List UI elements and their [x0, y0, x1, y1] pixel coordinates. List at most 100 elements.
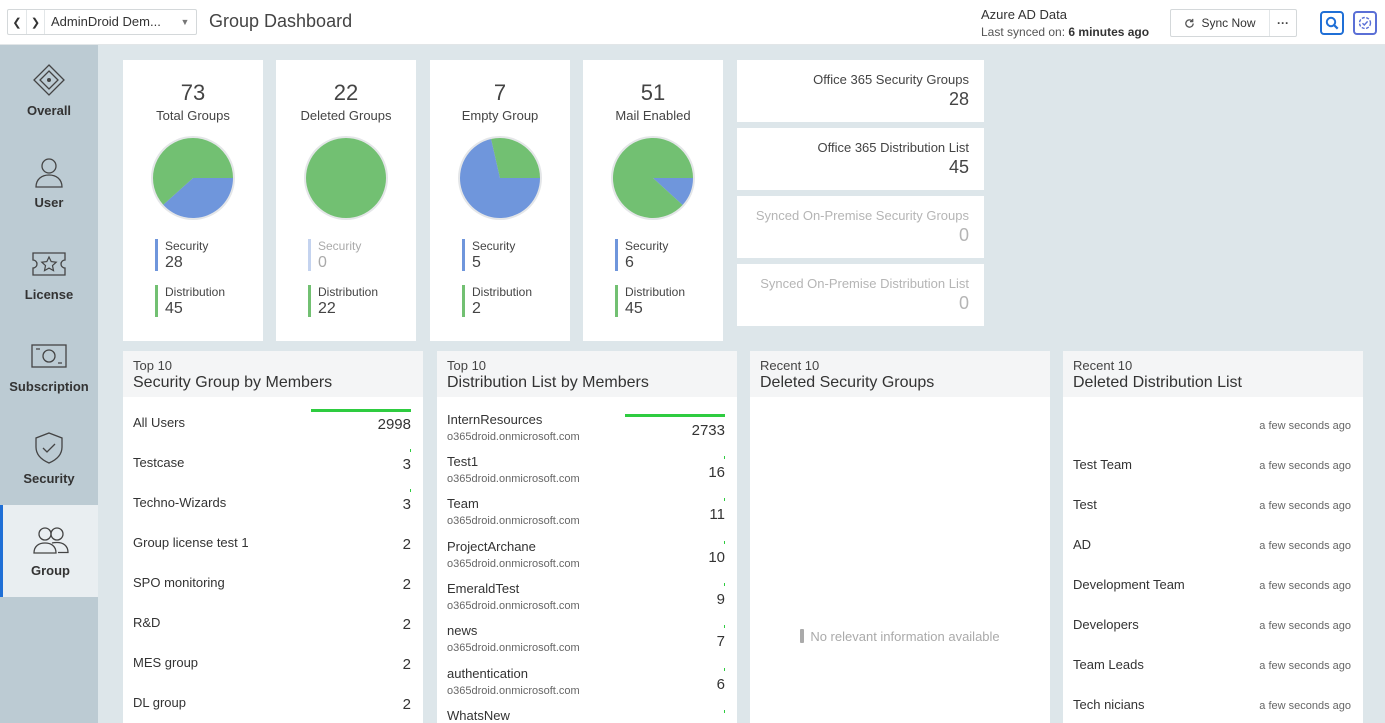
pie-chart[interactable]: [303, 135, 389, 221]
distribution-slice[interactable]: [491, 138, 540, 178]
group-name[interactable]: Team: [447, 496, 479, 511]
sync-now-button[interactable]: Sync Now: [1171, 10, 1270, 36]
list-item[interactable]: R&D 2: [133, 609, 411, 633]
security-slice[interactable]: [653, 178, 693, 205]
tenant-selector[interactable]: ❮ ❯ AdminDroid Dem... ▼: [7, 9, 197, 35]
group-name[interactable]: Techno-Wizards: [133, 495, 227, 510]
deleted-groups-card[interactable]: 22 Deleted Groups Security 0 Distribution…: [276, 60, 416, 341]
list-item[interactable]: DL group 2: [133, 689, 411, 713]
sidebar-item-license[interactable]: License: [0, 229, 98, 321]
list-item[interactable]: Team o365droid.onmicrosoft.com 11: [447, 495, 725, 529]
group-name[interactable]: InternResources: [447, 412, 543, 427]
total-groups-card[interactable]: 73 Total Groups Security 28 Distribution 4…: [123, 60, 263, 341]
forward-button[interactable]: ❯: [26, 10, 44, 34]
empty-group-card[interactable]: 7 Empty Group Security 5 Distribution 2: [430, 60, 570, 341]
list-item[interactable]: authentication o365droid.onmicrosoft.com 6: [447, 665, 725, 699]
group-name[interactable]: Test: [1073, 497, 1097, 512]
list-item[interactable]: news o365droid.onmicrosoft.com 7: [447, 622, 725, 656]
group-name[interactable]: R&D: [133, 615, 161, 630]
group-name[interactable]: authentication: [447, 666, 528, 681]
group-name[interactable]: ProjectArchane: [447, 539, 536, 554]
deleted-time: a few seconds ago: [1259, 460, 1351, 472]
page-title: Group Dashboard: [209, 11, 353, 31]
pie-chart[interactable]: [150, 135, 236, 221]
group-name[interactable]: Team Leads: [1073, 657, 1144, 672]
sidebar-item-label: License: [24, 287, 74, 302]
group-domain: o365droid.onmicrosoft.com: [447, 642, 580, 654]
legend-label: Distribution: [625, 285, 686, 299]
list-item[interactable]: Development Team a few seconds ago: [1073, 575, 1351, 599]
group-name[interactable]: WhatsNew: [447, 708, 510, 723]
list-item[interactable]: Testcase 3: [133, 449, 411, 473]
group-name[interactable]: All Users: [133, 415, 186, 430]
group-name[interactable]: Tech nicians: [1073, 697, 1145, 712]
distribution-slice[interactable]: [306, 138, 386, 218]
mail-enabled-card[interactable]: 51 Mail Enabled Security 6 Distribution 45: [583, 60, 723, 341]
sidebar-item-overall[interactable]: Overall: [0, 45, 98, 137]
back-button[interactable]: ❮: [12, 16, 22, 29]
group-name[interactable]: Test Team: [1073, 457, 1133, 472]
list-item[interactable]: Developers a few seconds ago: [1073, 615, 1351, 639]
group-name[interactable]: Development Team: [1073, 577, 1185, 592]
o365-distribution-list-card[interactable]: Office 365 Distribution List 45: [737, 128, 984, 190]
member-count: 6: [716, 676, 725, 693]
list-item[interactable]: ProjectArchane o365droid.onmicrosoft.com 1…: [447, 538, 725, 572]
group-name[interactable]: news: [447, 623, 478, 638]
list-item[interactable]: Test Team a few seconds ago: [1073, 455, 1351, 479]
panel-title: Security Group by Members: [133, 374, 333, 391]
list-item[interactable]: Team Leads a few seconds ago: [1073, 655, 1351, 679]
deleted-time: a few seconds ago: [1259, 540, 1351, 552]
last-synced-value: 6 minutes ago: [1068, 25, 1150, 39]
clock-check-icon: [1358, 16, 1372, 30]
activity-button[interactable]: [1353, 11, 1377, 35]
list-item[interactable]: SPO monitoring 2: [133, 569, 411, 593]
security-slice[interactable]: [163, 178, 233, 218]
list-item[interactable]: AD a few seconds ago: [1073, 535, 1351, 559]
chevron-down-icon[interactable]: ▼: [180, 17, 190, 27]
sidebar-item-subscription[interactable]: Subscription: [0, 321, 98, 413]
group-name[interactable]: Developers: [1073, 617, 1139, 632]
deleted-time: a few seconds ago: [1259, 420, 1351, 432]
legend-label: Distribution: [472, 285, 533, 299]
member-count: 2: [402, 656, 411, 673]
synced-distribution-list-card: Synced On-Premise Distribution List 0: [737, 264, 984, 326]
search-button[interactable]: [1320, 11, 1344, 35]
panel-header: Recent 10 Deleted Distribution List: [1063, 351, 1363, 397]
group-name[interactable]: MES group: [133, 655, 199, 670]
user-icon: [35, 158, 63, 188]
mini-card-value: 45: [948, 157, 969, 177]
group-name[interactable]: SPO monitoring: [133, 575, 225, 590]
group-name[interactable]: EmeraldTest: [447, 581, 520, 596]
list-item[interactable]: WhatsNew: [447, 707, 725, 723]
sidebar-item-security[interactable]: Security: [0, 413, 98, 505]
list-item[interactable]: All Users 2998: [133, 409, 411, 433]
list-item[interactable]: Test1 o365droid.onmicrosoft.com 16: [447, 453, 725, 487]
group-domain: o365droid.onmicrosoft.com: [447, 431, 580, 443]
list-item[interactable]: Group license test 1 2: [133, 529, 411, 553]
pie-chart[interactable]: [457, 135, 543, 221]
group-name[interactable]: DL group: [133, 695, 186, 710]
list-item[interactable]: EmeraldTest o365droid.onmicrosoft.com 9: [447, 580, 725, 614]
group-name[interactable]: AD: [1073, 537, 1092, 552]
distribution-slice[interactable]: [613, 138, 693, 218]
list-item[interactable]: a few seconds ago: [1073, 415, 1351, 439]
more-options-button[interactable]: ···: [1277, 16, 1289, 30]
list-item[interactable]: MES group 2: [133, 649, 411, 673]
sidebar-item-group[interactable]: Group: [0, 505, 98, 597]
sidebar-item-user[interactable]: User: [0, 137, 98, 229]
list-item[interactable]: Techno-Wizards 3: [133, 489, 411, 513]
o365-security-groups-card[interactable]: Office 365 Security Groups 28: [737, 60, 984, 122]
tenant-name[interactable]: AdminDroid Dem...: [44, 10, 174, 34]
group-domain: o365droid.onmicrosoft.com: [447, 473, 580, 485]
pie-chart[interactable]: [610, 135, 696, 221]
group-name[interactable]: Group license test 1: [133, 535, 249, 550]
group-name[interactable]: Testcase: [133, 455, 185, 470]
legend-label: Security: [625, 239, 669, 253]
list-item[interactable]: Tech nicians a few seconds ago: [1073, 695, 1351, 719]
list-item[interactable]: Test a few seconds ago: [1073, 495, 1351, 519]
group-name[interactable]: Test1: [447, 454, 479, 469]
security-slice[interactable]: [460, 139, 540, 218]
last-synced: Last synced on: 6 minutes ago: [981, 25, 1149, 39]
list-item[interactable]: InternResources o365droid.onmicrosoft.com…: [447, 411, 725, 445]
distribution-slice[interactable]: [153, 138, 233, 205]
